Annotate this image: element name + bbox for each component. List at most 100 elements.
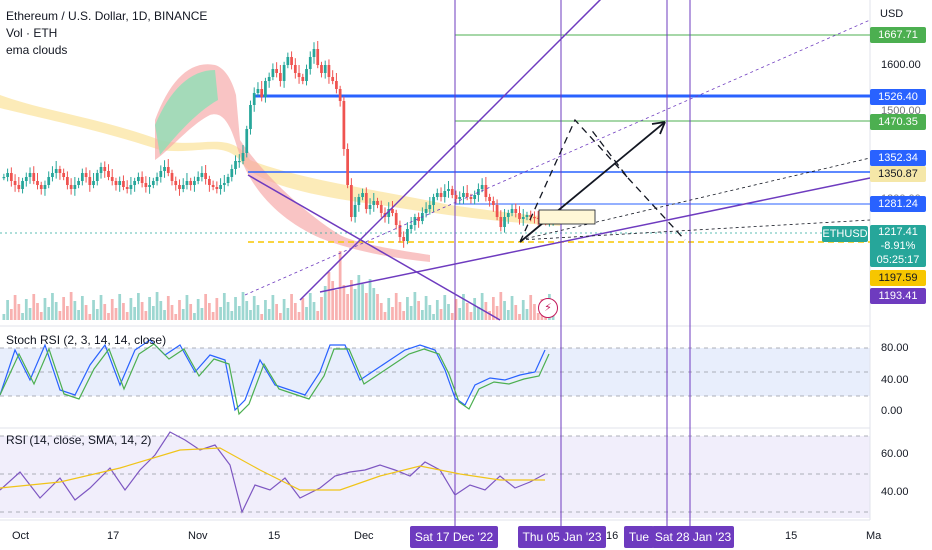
volume-bar: [237, 306, 241, 320]
candle-body: [237, 161, 241, 163]
candle-body: [264, 81, 267, 97]
volume-bar: [529, 295, 533, 320]
volume-bar: [413, 292, 417, 320]
rsi-sma-line: [0, 447, 545, 491]
candle-body: [181, 185, 185, 189]
volume-bar: [264, 300, 267, 320]
candle-body: [379, 205, 383, 213]
candle-body: [13, 181, 17, 185]
candle-body: [327, 65, 331, 77]
candle-body: [323, 65, 327, 73]
volume-bar: [58, 311, 62, 320]
volume-bar: [66, 306, 69, 320]
date-label-17-dec: Sat 17 Dec '22: [410, 526, 498, 548]
dotted-fan-1: [244, 19, 871, 296]
volume-bar: [2, 314, 6, 320]
price-tick-1600: 1600.00: [881, 59, 921, 71]
candle-body: [518, 213, 521, 219]
candle-body: [58, 169, 62, 173]
volume-bar: [267, 309, 271, 320]
volume-bar: [226, 302, 230, 320]
candle-body: [252, 93, 256, 105]
stoch-tick-80: 80.00: [881, 342, 909, 354]
date-label-05-jan: Thu 05 Jan '23: [518, 526, 606, 548]
x-tick-oct: Oct: [12, 530, 30, 542]
volume-bar: [465, 303, 469, 320]
volume-bar: [503, 301, 506, 320]
volume-bar: [125, 312, 129, 320]
candle-body: [144, 183, 148, 187]
candle-body: [447, 189, 450, 191]
price-label-1193: 1193.41: [870, 288, 926, 304]
candle-body: [110, 177, 114, 181]
volume-bar: [469, 312, 473, 320]
volume-bar: [103, 304, 107, 320]
candle-body: [234, 161, 237, 169]
volume-bar: [13, 295, 17, 320]
price-label-1667: 1667.71: [870, 27, 926, 43]
volume-bar: [84, 305, 88, 320]
volume-bar: [245, 301, 249, 320]
event-lightning-icon[interactable]: ⚡: [538, 298, 558, 318]
candle-body: [118, 181, 122, 185]
candle-body: [458, 197, 462, 199]
x-tick-15b: 15: [785, 530, 798, 542]
stoch-rsi-title[interactable]: Stoch RSI (2, 3, 14, 14, close): [6, 333, 167, 347]
candle-body: [536, 217, 540, 219]
volume-bar: [376, 294, 379, 320]
candle-body: [342, 101, 346, 149]
candle-body: [166, 167, 170, 173]
candle-body: [103, 167, 107, 171]
symbol-title[interactable]: Ethereum / U.S. Dollar, 1D, BINANCE: [6, 9, 208, 23]
x-tick-17: 17: [107, 530, 120, 542]
ema-clouds-legend[interactable]: ema clouds: [6, 43, 68, 57]
volume-legend[interactable]: Vol · ETH: [6, 26, 58, 40]
volume-bar: [54, 302, 58, 320]
candle-body: [506, 213, 510, 217]
candle-body: [271, 69, 275, 77]
candle-body: [211, 185, 215, 187]
candle-body: [208, 179, 211, 185]
candle-body: [510, 209, 514, 213]
candle-body: [99, 167, 103, 173]
volume-bar: [28, 308, 32, 320]
volume-bar: [342, 285, 346, 320]
candle-body: [256, 89, 260, 93]
candle-body: [215, 187, 219, 189]
volume-bar: [185, 295, 189, 320]
price-label-1281: 1281.24: [870, 196, 926, 212]
candle-body: [491, 201, 495, 205]
candle-body: [148, 185, 151, 187]
volume-bar: [394, 293, 398, 320]
volume-bar: [379, 303, 383, 320]
rsi-title[interactable]: RSI (14, close, SMA, 14, 2): [6, 433, 152, 447]
candle-body: [170, 173, 174, 181]
candle-body: [320, 65, 323, 73]
volume-bar: [361, 284, 364, 320]
ema-cloud-yellow: [0, 95, 560, 226]
volume-bar: [484, 302, 488, 320]
candle-body: [88, 177, 92, 185]
volume-bar: [92, 300, 95, 320]
volume-bar: [181, 309, 185, 320]
volume-bar: [533, 304, 536, 320]
volume-bar: [417, 301, 420, 320]
volume-bar: [43, 298, 47, 320]
volume-bar: [432, 314, 435, 320]
volume-bar: [353, 289, 357, 320]
volume-bar: [17, 304, 21, 320]
volume-bar: [383, 312, 387, 320]
candle-body: [308, 57, 312, 69]
candle-body: [9, 173, 13, 181]
volume-bar: [420, 310, 424, 320]
volume-bar: [454, 299, 458, 320]
candle-body: [95, 173, 99, 181]
volume-bar: [144, 311, 148, 320]
candle-body: [155, 177, 159, 181]
candle-body: [462, 193, 465, 197]
candle-body: [32, 173, 36, 181]
volume-bar: [95, 309, 99, 320]
candle-body: [353, 205, 357, 217]
candle-body: [84, 173, 88, 177]
